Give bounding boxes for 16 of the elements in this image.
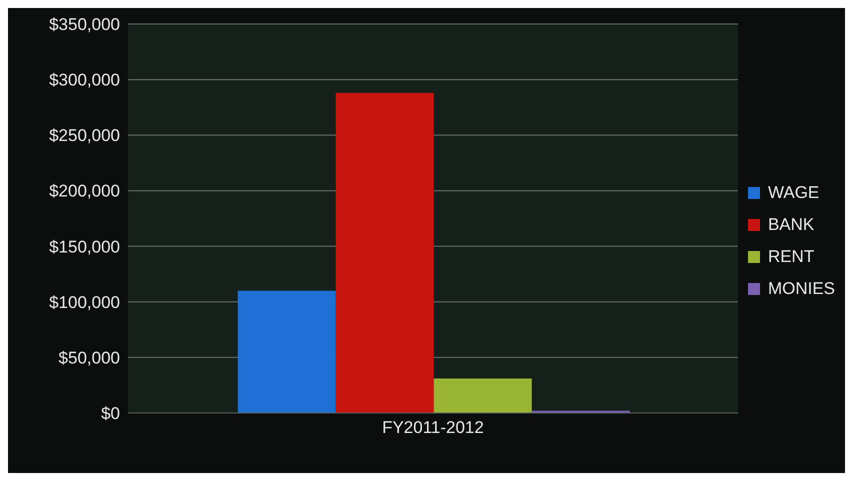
x-tick-label: FY2011-2012 [382, 418, 484, 438]
y-tick-label: $200,000 [49, 182, 120, 201]
bar [434, 378, 532, 413]
legend-label: WAGE [768, 182, 820, 202]
bar [336, 92, 434, 413]
legend-label: BANK [768, 214, 814, 234]
y-tick-label: $100,000 [49, 292, 120, 312]
y-tick-label: $50,000 [58, 348, 120, 368]
legend-label: RENT [768, 246, 814, 266]
legend-label: MONIES [768, 278, 835, 298]
y-tick-label: $300,000 [49, 70, 120, 90]
y-tick-label: $250,000 [49, 126, 120, 146]
bar [238, 290, 336, 413]
y-tick-label: $0 [101, 404, 120, 424]
y-tick-label: $350,000 [49, 15, 120, 34]
y-tick-label: $150,000 [49, 237, 120, 256]
